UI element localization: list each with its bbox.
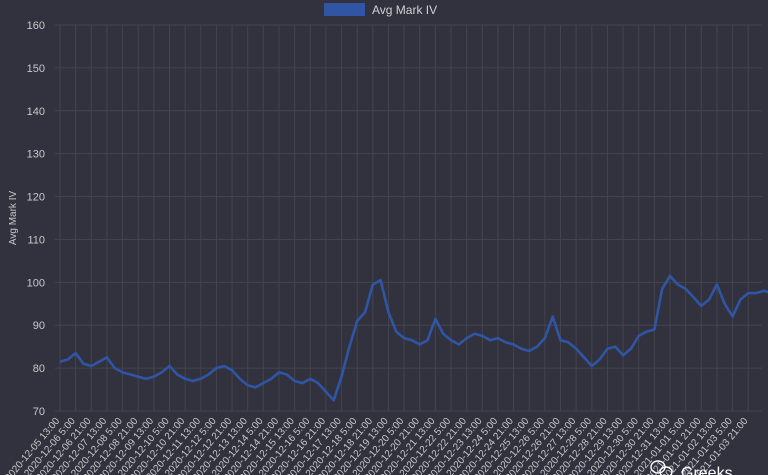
watermark-text: Greeks	[681, 465, 733, 475]
series-line-avg-mark-iv	[59, 274, 768, 402]
y-tick-label: 110	[27, 234, 45, 246]
y-tick-label: 130	[27, 149, 45, 161]
legend-swatch	[324, 3, 365, 16]
y-tick-label: 100	[27, 277, 45, 289]
y-axis-ticks: 70 80 90 100 110 120 130 140 150 160	[27, 20, 45, 418]
y-tick-label: 90	[33, 320, 45, 332]
y-tick-label: 140	[27, 106, 45, 118]
y-axis-title: Avg Mark IV	[8, 191, 19, 246]
y-axis-label: Avg Mark IV	[8, 191, 19, 246]
y-tick-label: 120	[27, 192, 45, 204]
y-tick-label: 80	[33, 363, 45, 375]
legend[interactable]: Avg Mark IV	[324, 3, 437, 17]
legend-label: Avg Mark IV	[372, 3, 437, 17]
y-tick-label: 70	[33, 406, 45, 418]
wechat-icon	[650, 460, 673, 475]
watermark: Greeks	[650, 460, 733, 475]
y-tick-label: 160	[27, 20, 45, 32]
grid-lines	[55, 24, 762, 412]
y-tick-label: 150	[27, 63, 45, 75]
